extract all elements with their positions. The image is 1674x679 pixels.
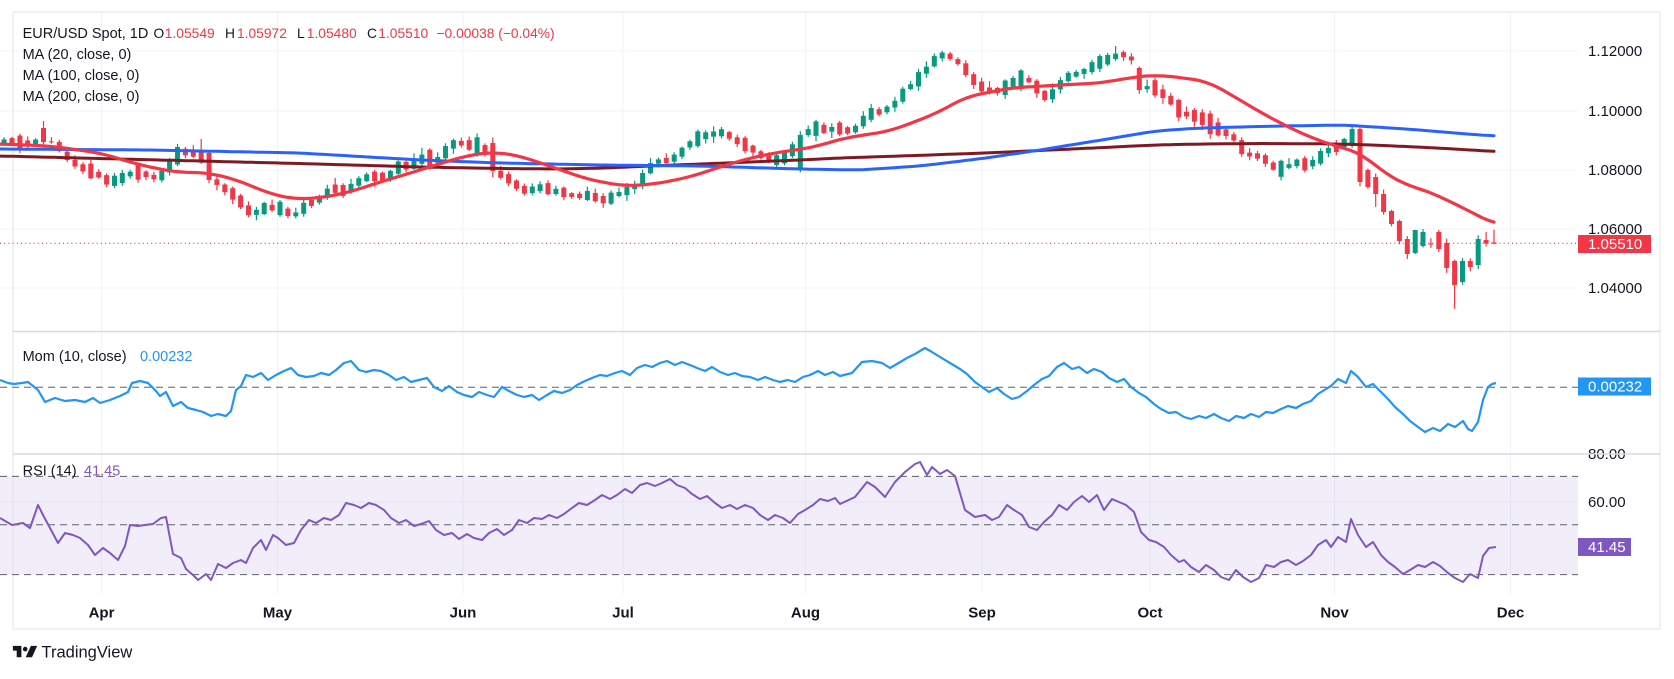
svg-text:41.45: 41.45 [84, 464, 120, 480]
svg-text:Oct: Oct [1137, 605, 1162, 622]
svg-text:1.06000: 1.06000 [1588, 221, 1642, 238]
svg-text:1.04000: 1.04000 [1588, 280, 1642, 297]
svg-text:1.05480: 1.05480 [307, 26, 357, 41]
svg-text:60.00: 60.00 [1588, 494, 1626, 511]
svg-text:L: L [297, 26, 305, 41]
svg-text:Mom (10, close): Mom (10, close) [23, 349, 127, 365]
svg-text:May: May [263, 605, 293, 622]
svg-text:Apr: Apr [89, 605, 115, 622]
svg-text:0.00232: 0.00232 [140, 349, 192, 365]
svg-text:MA (20, close, 0): MA (20, close, 0) [23, 47, 132, 63]
svg-text:1.05549: 1.05549 [165, 26, 215, 41]
svg-text:41.45: 41.45 [1588, 539, 1626, 556]
svg-text:0.00232: 0.00232 [1588, 379, 1642, 396]
svg-text:1.05972: 1.05972 [237, 26, 287, 41]
svg-text:1.08000: 1.08000 [1588, 162, 1642, 179]
svg-text:Nov: Nov [1320, 605, 1349, 622]
svg-text:1.10000: 1.10000 [1588, 103, 1642, 120]
svg-text:MA (200, close, 0): MA (200, close, 0) [23, 89, 140, 105]
svg-text:Jul: Jul [612, 605, 634, 622]
svg-text:−0.00038 (−0.04%): −0.00038 (−0.04%) [437, 26, 555, 41]
svg-text:H: H [225, 26, 235, 41]
svg-text:TradingView: TradingView [42, 644, 133, 662]
svg-text:Sep: Sep [968, 605, 996, 622]
svg-text:EUR/USD Spot, 1D: EUR/USD Spot, 1D [23, 26, 149, 42]
svg-text:1.12000: 1.12000 [1588, 43, 1642, 60]
svg-text:O: O [154, 26, 165, 41]
svg-text:Aug: Aug [791, 605, 820, 622]
svg-text:C: C [367, 26, 377, 41]
svg-text:Jun: Jun [450, 605, 477, 622]
svg-text:1.05510: 1.05510 [378, 26, 428, 41]
svg-text:Dec: Dec [1497, 605, 1525, 622]
svg-text:RSI (14): RSI (14) [23, 464, 77, 480]
svg-text:MA (100, close, 0): MA (100, close, 0) [23, 68, 140, 84]
svg-text:1.05510: 1.05510 [1588, 236, 1642, 253]
